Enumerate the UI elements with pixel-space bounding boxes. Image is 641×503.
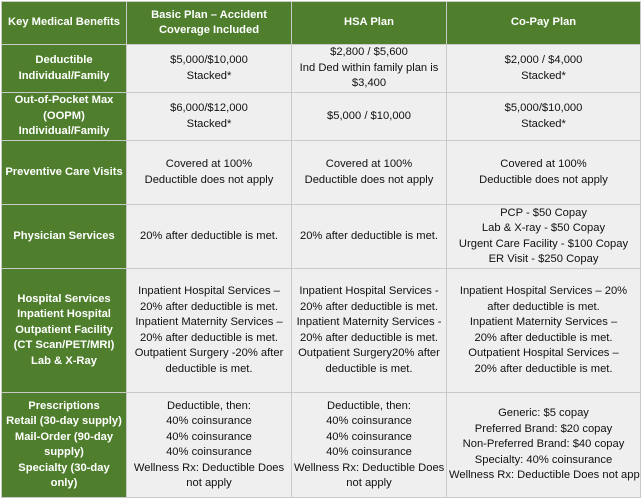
cell-hsa-prescriptions: Deductible, then: 40% coinsurance 40% co…	[291, 392, 447, 498]
cell-basic-preventive: Covered at 100% Deductible does not appl…	[126, 140, 292, 205]
row-label-prescriptions: Prescriptions Retail (30-day supply) Mai…	[1, 392, 127, 498]
cell-hsa-oopm: $5,000 / $10,000	[291, 92, 447, 141]
header-copay-plan: Co-Pay Plan	[446, 1, 641, 45]
table-row: Deductible Individual/Family $5,000/$10,…	[1, 44, 641, 93]
cell-basic-deductible: $5,000/$10,000 Stacked*	[126, 44, 292, 93]
table-row: Physician Services 20% after deductible …	[1, 204, 641, 269]
row-label-deductible: Deductible Individual/Family	[1, 44, 127, 93]
cell-copay-prescriptions: Generic: $5 copay Preferred Brand: $20 c…	[446, 392, 641, 498]
header-key-benefits: Key Medical Benefits	[1, 1, 127, 45]
cell-hsa-hospital: Inpatient Hospital Services - 20% after …	[291, 268, 447, 393]
cell-basic-prescriptions: Deductible, then: 40% coinsurance 40% co…	[126, 392, 292, 498]
table-row: Hospital Services Inpatient Hospital Out…	[1, 268, 641, 393]
cell-hsa-physician: 20% after deductible is met.	[291, 204, 447, 269]
header-basic-plan: Basic Plan – Accident Coverage Included	[126, 1, 292, 45]
cell-copay-physician: PCP - $50 Copay Lab & X-ray - $50 Copay …	[446, 204, 641, 269]
row-label-physician-services: Physician Services	[1, 204, 127, 269]
row-label-preventive-care: Preventive Care Visits	[1, 140, 127, 205]
cell-basic-physician: 20% after deductible is met.	[126, 204, 292, 269]
cell-copay-hospital: Inpatient Hospital Services – 20% after …	[446, 268, 641, 393]
row-label-oopm: Out-of-Pocket Max (OOPM) Individual/Fami…	[1, 92, 127, 141]
cell-basic-oopm: $6,000/$12,000 Stacked*	[126, 92, 292, 141]
cell-hsa-deductible: $2,800 / $5,600 Ind Ded within family pl…	[291, 44, 447, 93]
cell-copay-preventive: Covered at 100% Deductible does not appl…	[446, 140, 641, 205]
table-row: Preventive Care Visits Covered at 100% D…	[1, 140, 641, 205]
header-row: Key Medical Benefits Basic Plan – Accide…	[1, 1, 641, 45]
cell-basic-hospital: Inpatient Hospital Services – 20% after …	[126, 268, 292, 393]
cell-copay-oopm: $5,000/$10,000 Stacked*	[446, 92, 641, 141]
table-row: Prescriptions Retail (30-day supply) Mai…	[1, 392, 641, 498]
row-label-hospital-services: Hospital Services Inpatient Hospital Out…	[1, 268, 127, 393]
header-hsa-plan: HSA Plan	[291, 1, 447, 45]
cell-hsa-preventive: Covered at 100% Deductible does not appl…	[291, 140, 447, 205]
table-row: Out-of-Pocket Max (OOPM) Individual/Fami…	[1, 92, 641, 141]
cell-copay-deductible: $2,000 / $4,000 Stacked*	[446, 44, 641, 93]
